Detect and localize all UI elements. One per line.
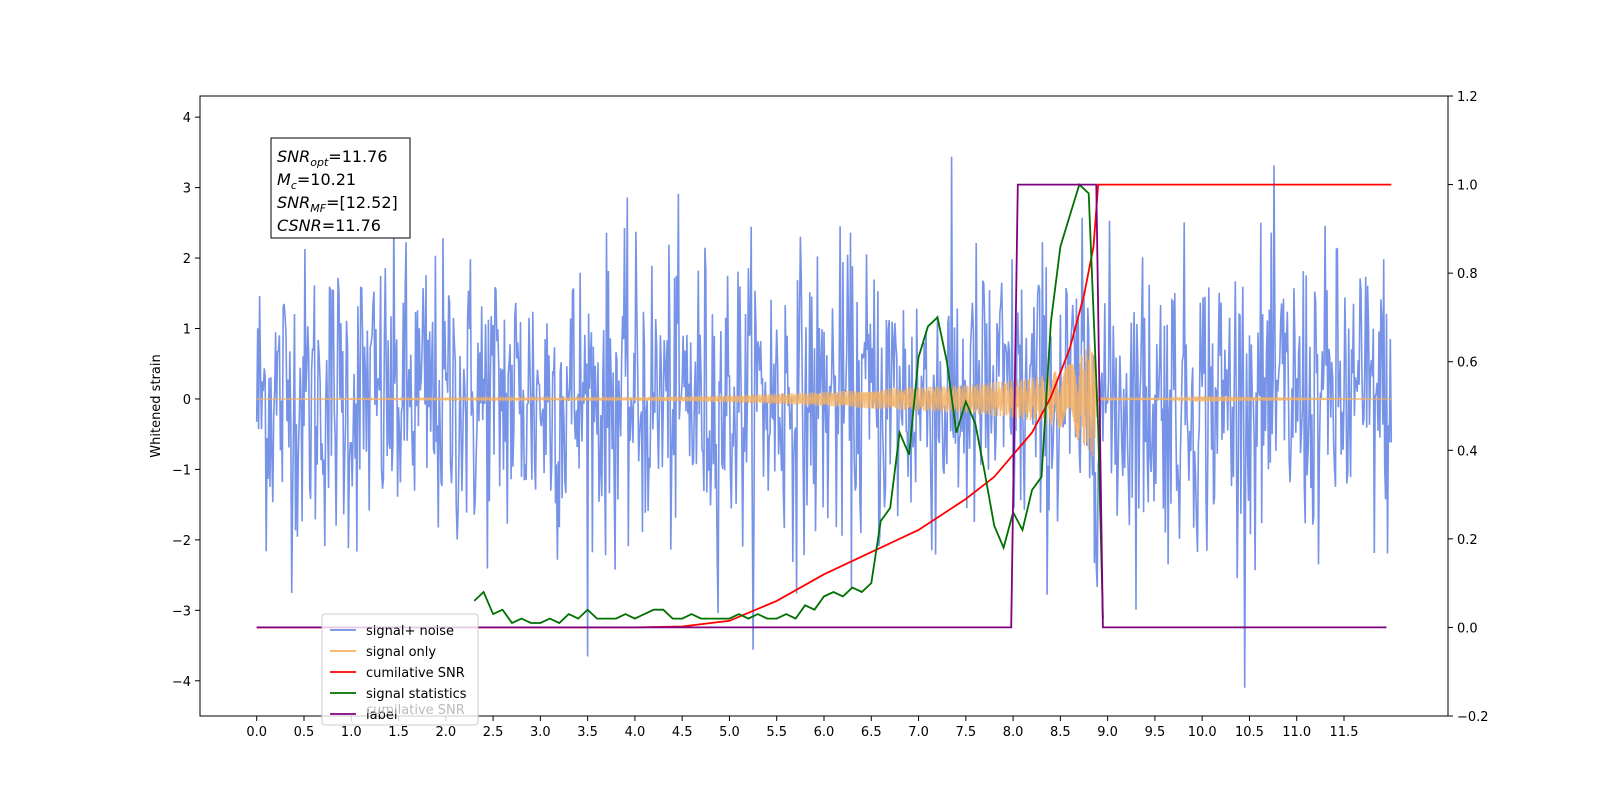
x-tick-label: 4.5 — [672, 725, 693, 740]
y2-tick-label: 0.0 — [1457, 621, 1478, 636]
x-tick-label: 9.5 — [1145, 725, 1166, 740]
x-tick-label: 8.0 — [1003, 725, 1024, 740]
info-box: SNRopt=11.76 Mc=10.21 SNRMF=[12.52] CSNR… — [271, 138, 410, 238]
x-tick-label: 8.5 — [1050, 725, 1071, 740]
y2-tick-label: 0.2 — [1457, 533, 1478, 548]
x-tick-label: 0.5 — [294, 725, 315, 740]
y-tick-label: −3 — [172, 604, 191, 619]
x-tick-label: 2.0 — [435, 725, 456, 740]
x-tick-label: 6.5 — [861, 725, 882, 740]
x-tick-label: 7.0 — [908, 725, 929, 740]
legend-label: signal only — [366, 645, 436, 660]
x-tick-label: 3.5 — [577, 725, 598, 740]
x-tick-label: 11.0 — [1282, 725, 1311, 740]
legend-overlapped-text: cumilative SNR — [366, 703, 465, 718]
legend-label: signal statistics — [366, 687, 467, 702]
x-tick-label: 5.0 — [719, 725, 740, 740]
csnr-text: CSNR=11.76 — [277, 216, 381, 235]
y-tick-label: −2 — [172, 534, 191, 549]
y-tick-label: 3 — [183, 182, 191, 197]
mc-text: Mc=10.21 — [277, 170, 356, 192]
y2-tick-label: 0.8 — [1457, 267, 1478, 282]
snr-mf-text: SNRMF=[12.52] — [277, 193, 398, 215]
y-axis-label: Whitened strain — [149, 354, 164, 457]
y2-tick-label: 1.0 — [1457, 179, 1478, 194]
x-tick-label: 3.0 — [530, 725, 551, 740]
x-tick-label: 2.5 — [483, 725, 504, 740]
y-tick-label: 1 — [183, 323, 191, 338]
y2-tick-label: 0.6 — [1457, 356, 1478, 371]
x-tick-label: 5.5 — [766, 725, 787, 740]
x-tick-label: 7.5 — [955, 725, 976, 740]
y-tick-label: 2 — [183, 252, 191, 267]
x-tick-label: 4.0 — [625, 725, 646, 740]
x-tick-label: 10.0 — [1188, 725, 1217, 740]
y-tick-label: −4 — [172, 675, 191, 690]
y2-tick-label: −0.2 — [1457, 710, 1489, 725]
x-tick-label: 10.5 — [1235, 725, 1264, 740]
x-tick-label: 1.0 — [341, 725, 362, 740]
x-tick-label: 11.5 — [1330, 725, 1359, 740]
x-tick-label: 9.0 — [1097, 725, 1118, 740]
x-tick-label: 1.5 — [388, 725, 409, 740]
legend-label: cumilative SNR — [366, 666, 465, 681]
x-tick-label: 0.0 — [246, 725, 267, 740]
snr-opt-text: SNRopt=11.76 — [277, 147, 388, 169]
x-tick-label: 6.0 — [814, 725, 835, 740]
y-tick-label: 4 — [183, 111, 191, 126]
y2-tick-label: 1.2 — [1457, 90, 1478, 105]
legend-label: signal+ noise — [366, 624, 454, 639]
y-tick-label: −1 — [172, 463, 191, 478]
y-tick-label: 0 — [183, 393, 191, 408]
y2-tick-label: 0.4 — [1457, 444, 1478, 459]
